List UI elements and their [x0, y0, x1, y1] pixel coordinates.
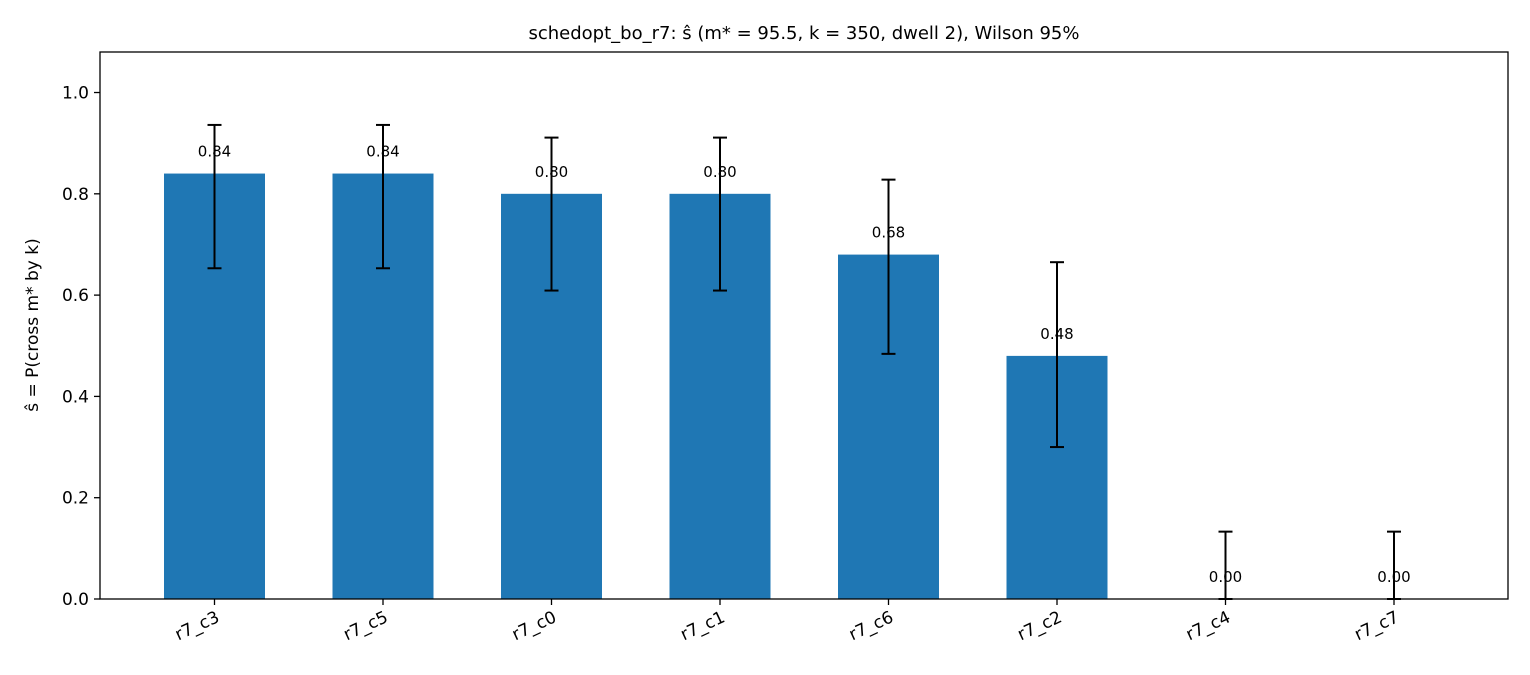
x-tick-label: r7_c4: [1183, 607, 1234, 645]
x-tick-label: r7_c2: [1015, 607, 1066, 645]
data-label: 0.00: [1209, 568, 1242, 586]
x-tick-label: r7_c1: [678, 607, 729, 645]
y-tick-label: 0.4: [62, 387, 89, 407]
data-label: 0.48: [1040, 325, 1073, 343]
y-tick-label: 0.8: [62, 185, 89, 205]
plot-frame: [99, 51, 1509, 600]
data-label: 0.80: [535, 163, 568, 181]
x-tick-label: r7_c5: [341, 607, 392, 645]
y-tick-label: 0.6: [62, 286, 89, 306]
data-label: 0.84: [198, 143, 231, 161]
chart-title: schedopt_bo_r7: ŝ (m* = 95.5, k = 350, d…: [528, 23, 1079, 44]
x-tick-label: r7_c0: [509, 607, 560, 645]
data-label: 0.00: [1377, 568, 1410, 586]
y-axis: 0.0 0.2 0.4 0.6 0.8 1.0: [62, 84, 100, 610]
data-labels: 0.84 0.84 0.80 0.80 0.68 0.48 0.00 0.00: [198, 143, 1411, 586]
data-label: 0.68: [872, 224, 905, 242]
x-tick-label: r7_c3: [172, 607, 223, 645]
bars: [164, 173, 1108, 600]
x-axis: r7_c3 r7_c5 r7_c0 r7_c1 r7_c6 r7_c2 r7_c4 r7_c7: [172, 599, 1402, 645]
x-tick-label: r7_c7: [1352, 607, 1403, 645]
y-tick-label: 0.0: [62, 590, 89, 610]
data-label: 0.84: [366, 143, 399, 161]
data-label: 0.80: [703, 163, 736, 181]
y-tick-label: 0.2: [62, 489, 89, 509]
y-tick-label: 1.0: [62, 84, 89, 104]
y-axis-label: ŝ = P(cross m* by k): [23, 238, 43, 411]
x-tick-label: r7_c6: [846, 607, 897, 645]
